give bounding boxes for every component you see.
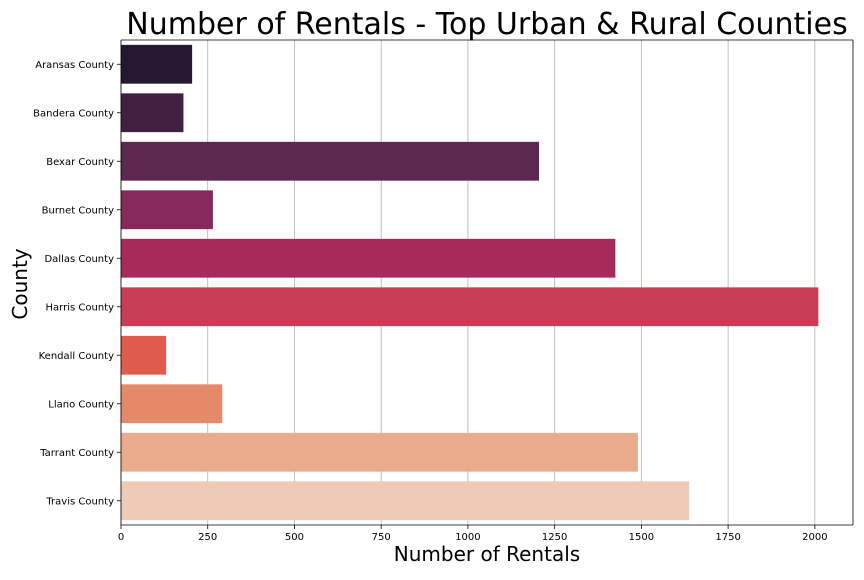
bar-dallas-county xyxy=(121,238,616,278)
y-tick-label-kendall-county: Kendall County xyxy=(39,351,114,362)
x-tick-label-2000: 2000 xyxy=(802,532,827,543)
gridlines xyxy=(120,40,816,525)
bar-burnet-county xyxy=(121,190,213,230)
bars xyxy=(121,44,819,521)
x-tick-label-1000: 1000 xyxy=(455,532,480,543)
bar-harris-county xyxy=(121,287,819,327)
bar-kendall-county xyxy=(121,335,167,375)
x-tick-label-1250: 1250 xyxy=(542,532,567,543)
y-tick-label-tarrant-county: Tarrant County xyxy=(39,448,114,459)
x-tick-label-0: 0 xyxy=(118,532,124,543)
bar-tarrant-county xyxy=(121,432,638,472)
x-axis-label: Number of Rentals xyxy=(394,542,580,566)
x-tick-label-250: 250 xyxy=(198,532,217,543)
bar-aransas-county xyxy=(121,44,193,84)
bar-bexar-county xyxy=(121,141,540,181)
x-tick-label-500: 500 xyxy=(285,532,304,543)
y-tick-label-aransas-county: Aransas County xyxy=(35,60,114,71)
y-tick-label-llano-county: Llano County xyxy=(48,399,114,410)
y-tick-label-dallas-county: Dallas County xyxy=(44,254,114,265)
bar-bandera-county xyxy=(121,93,184,133)
x-tick-label-750: 750 xyxy=(372,532,391,543)
y-tick-label-bexar-county: Bexar County xyxy=(46,157,114,168)
bar-travis-county xyxy=(121,481,690,521)
y-axis-label: County xyxy=(8,248,32,319)
y-tick-label-harris-county: Harris County xyxy=(46,302,115,313)
chart-title: Number of Rentals - Top Urban & Rural Co… xyxy=(126,7,847,42)
y-tick-label-bandera-county: Bandera County xyxy=(33,108,114,119)
bar-llano-county xyxy=(121,384,223,424)
axes: 0 250 500 750 1000 1250 1500 1750 2000 Aransas Co… xyxy=(33,39,854,543)
y-tick-label-travis-county: Travis County xyxy=(45,496,114,507)
y-tick-label-burnet-county: Burnet County xyxy=(42,205,114,216)
x-tick-label-1500: 1500 xyxy=(629,532,654,543)
x-tick-label-1750: 1750 xyxy=(715,532,740,543)
